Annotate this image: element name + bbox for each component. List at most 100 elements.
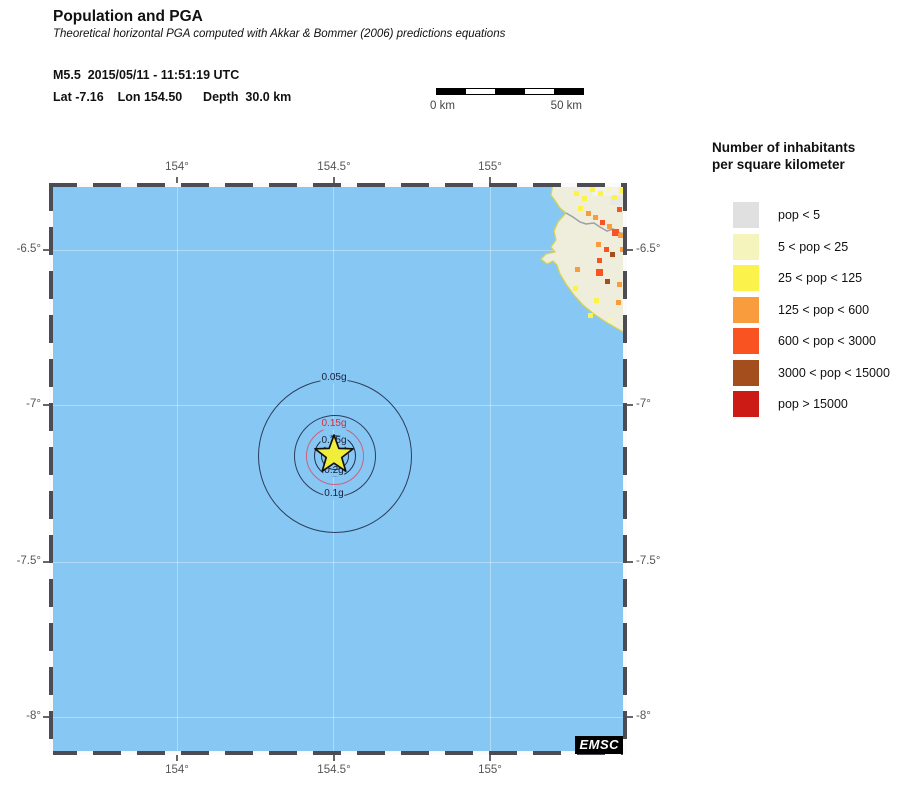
graticule-line xyxy=(49,250,627,251)
lon-label-top-154.5: 154.5° xyxy=(317,161,351,173)
axis-tick xyxy=(627,404,633,406)
population-cell xyxy=(574,191,579,196)
population-cell xyxy=(612,195,617,200)
legend-row: 600 < pop < 3000 xyxy=(712,328,907,354)
legend-title-line2: per square kilometer xyxy=(712,157,845,172)
lon-label-bottom-155: 155° xyxy=(478,764,502,776)
population-cell xyxy=(610,252,615,257)
population-cell xyxy=(588,313,593,318)
lat-label-right-8: -8° xyxy=(636,710,651,722)
axis-tick xyxy=(43,561,49,563)
scale-bar-segment xyxy=(524,89,554,94)
legend-row: 3000 < pop < 15000 xyxy=(712,359,907,386)
axis-tick xyxy=(176,755,178,761)
axis-tick xyxy=(43,404,49,406)
epicenter-star-icon xyxy=(314,434,354,473)
population-cell xyxy=(596,269,603,276)
map-frame-bottom xyxy=(49,751,627,755)
population-cell xyxy=(575,267,580,272)
population-cell xyxy=(612,229,619,236)
lat-label-right-7: -7° xyxy=(636,398,651,410)
axis-tick xyxy=(43,716,49,718)
population-cell xyxy=(582,196,587,201)
legend: Number of inhabitants per square kilomet… xyxy=(712,139,907,423)
legend-swatch-125-600 xyxy=(733,296,759,323)
population-cell xyxy=(620,188,625,193)
population-cell xyxy=(594,298,599,303)
scale-bar-segment xyxy=(495,89,525,94)
map-scale-bar xyxy=(436,88,584,95)
graticule-line xyxy=(177,183,178,755)
population-cell xyxy=(604,247,609,252)
lat-label-left-7.5: -7.5° xyxy=(16,555,41,567)
axis-tick xyxy=(627,249,633,251)
legend-label: 5 < pop < 25 xyxy=(778,239,849,254)
population-cell xyxy=(606,186,611,191)
graticule-line xyxy=(490,183,491,755)
legend-label: pop < 5 xyxy=(778,208,821,222)
event-magnitude-datetime: M5.5 2015/05/11 - 11:51:19 UTC xyxy=(53,68,240,82)
map-frame-right xyxy=(623,183,627,755)
event-location-depth: Lat -7.16 Lon 154.50 Depth 30.0 km xyxy=(53,90,292,104)
axis-tick xyxy=(489,177,491,183)
population-cell xyxy=(598,191,603,196)
map-frame-left xyxy=(49,183,53,755)
population-cell xyxy=(597,258,602,263)
axis-tick xyxy=(627,716,633,718)
scale-bar-segment xyxy=(553,89,584,94)
axis-tick xyxy=(333,755,335,761)
lon-label-bottom-154: 154° xyxy=(165,764,189,776)
pga-ring-label-0.05g: 0.05g xyxy=(320,371,348,384)
population-cell xyxy=(573,286,578,291)
legend-label: 125 < pop < 600 xyxy=(778,302,870,317)
axis-tick xyxy=(43,249,49,251)
legend-swatch-3000-15000 xyxy=(733,359,759,386)
legend-items: pop < 5 5 < pop < 25 25 < pop < 125 125 … xyxy=(712,202,907,417)
pga-ring-label-0.2g: 0.2g xyxy=(323,464,345,477)
axis-tick xyxy=(333,177,335,183)
population-cell xyxy=(608,318,613,323)
page-subtitle: Theoretical horizontal PGA computed with… xyxy=(53,28,506,40)
population-cell xyxy=(610,196,626,205)
lon-label-bottom-154.5: 154.5° xyxy=(317,764,351,776)
lon-label-top-154: 154° xyxy=(165,161,189,173)
legend-row: 25 < pop < 125 xyxy=(712,265,907,291)
lat-label-left-6.5: -6.5° xyxy=(16,243,41,255)
legend-row: pop > 15000 xyxy=(712,391,907,417)
population-cell xyxy=(617,282,622,287)
legend-label: pop > 15000 xyxy=(778,397,848,411)
map-frame-top xyxy=(49,183,627,187)
legend-label: 600 < pop < 3000 xyxy=(778,334,877,348)
scale-bar-segment xyxy=(437,89,467,94)
axis-tick xyxy=(627,561,633,563)
legend-title-line1: Number of inhabitants xyxy=(712,140,856,155)
graticule-line xyxy=(49,717,627,718)
population-cell xyxy=(607,224,612,229)
axis-tick xyxy=(489,755,491,761)
legend-swatch-pop-lt-5 xyxy=(733,202,759,228)
legend-swatch-gt-15000 xyxy=(733,391,759,417)
axis-tick xyxy=(176,177,178,183)
population-cell xyxy=(586,211,591,216)
lat-label-right-7.5: -7.5° xyxy=(636,555,661,567)
population-cell xyxy=(593,215,598,220)
scale-bar-start-label: 0 km xyxy=(430,100,455,112)
pga-ring-label-0.1g: 0.1g xyxy=(323,487,345,500)
population-cell xyxy=(620,247,625,252)
population-cell xyxy=(596,242,601,247)
scale-bar-segment xyxy=(466,89,496,94)
population-cell xyxy=(605,279,610,284)
population-cell xyxy=(616,300,621,305)
legend-label: 25 < pop < 125 xyxy=(778,271,863,285)
population-cell xyxy=(578,206,583,211)
legend-row: pop < 5 xyxy=(712,202,907,228)
emsc-credit-badge: EMSC xyxy=(575,736,623,754)
population-cell xyxy=(617,207,622,212)
legend-label: 3000 < pop < 15000 xyxy=(778,365,890,380)
lat-label-left-8: -8° xyxy=(26,710,41,722)
legend-swatch-5-25 xyxy=(733,233,759,260)
population-cell xyxy=(590,187,595,192)
legend-swatch-25-125 xyxy=(733,265,759,291)
